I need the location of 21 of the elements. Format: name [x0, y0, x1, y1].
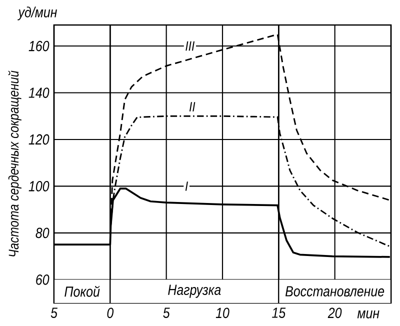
annotation: I [185, 182, 188, 191]
band-label: Нагрузка [168, 284, 221, 298]
y-tick-label: 100 [28, 181, 50, 192]
x-tick-label: 15 [272, 308, 286, 318]
x-tick-label: 10 [216, 308, 230, 318]
x-tick-label: 20 [328, 308, 342, 318]
x-axis-title: мин [357, 310, 380, 318]
y-axis-title: Частота сердечных сокращений [8, 70, 22, 256]
y-tick-label: 140 [28, 88, 50, 98]
text: уд/мин [18, 6, 57, 20]
y-tick-label: 160 [28, 40, 50, 52]
y-tick-label: 80 [36, 228, 50, 238]
annotation: II [189, 102, 196, 112]
x-tick-label: 5 [163, 308, 170, 318]
band-label: Покой [64, 286, 100, 297]
annotation: III [186, 41, 195, 51]
x-tick-label: 0 [107, 308, 114, 318]
y-tick-label: 60 [36, 274, 50, 285]
y-tick-label: 120 [28, 134, 50, 145]
x-tick-label: 5 [50, 308, 58, 318]
band-label: Восстановление [285, 286, 384, 296]
